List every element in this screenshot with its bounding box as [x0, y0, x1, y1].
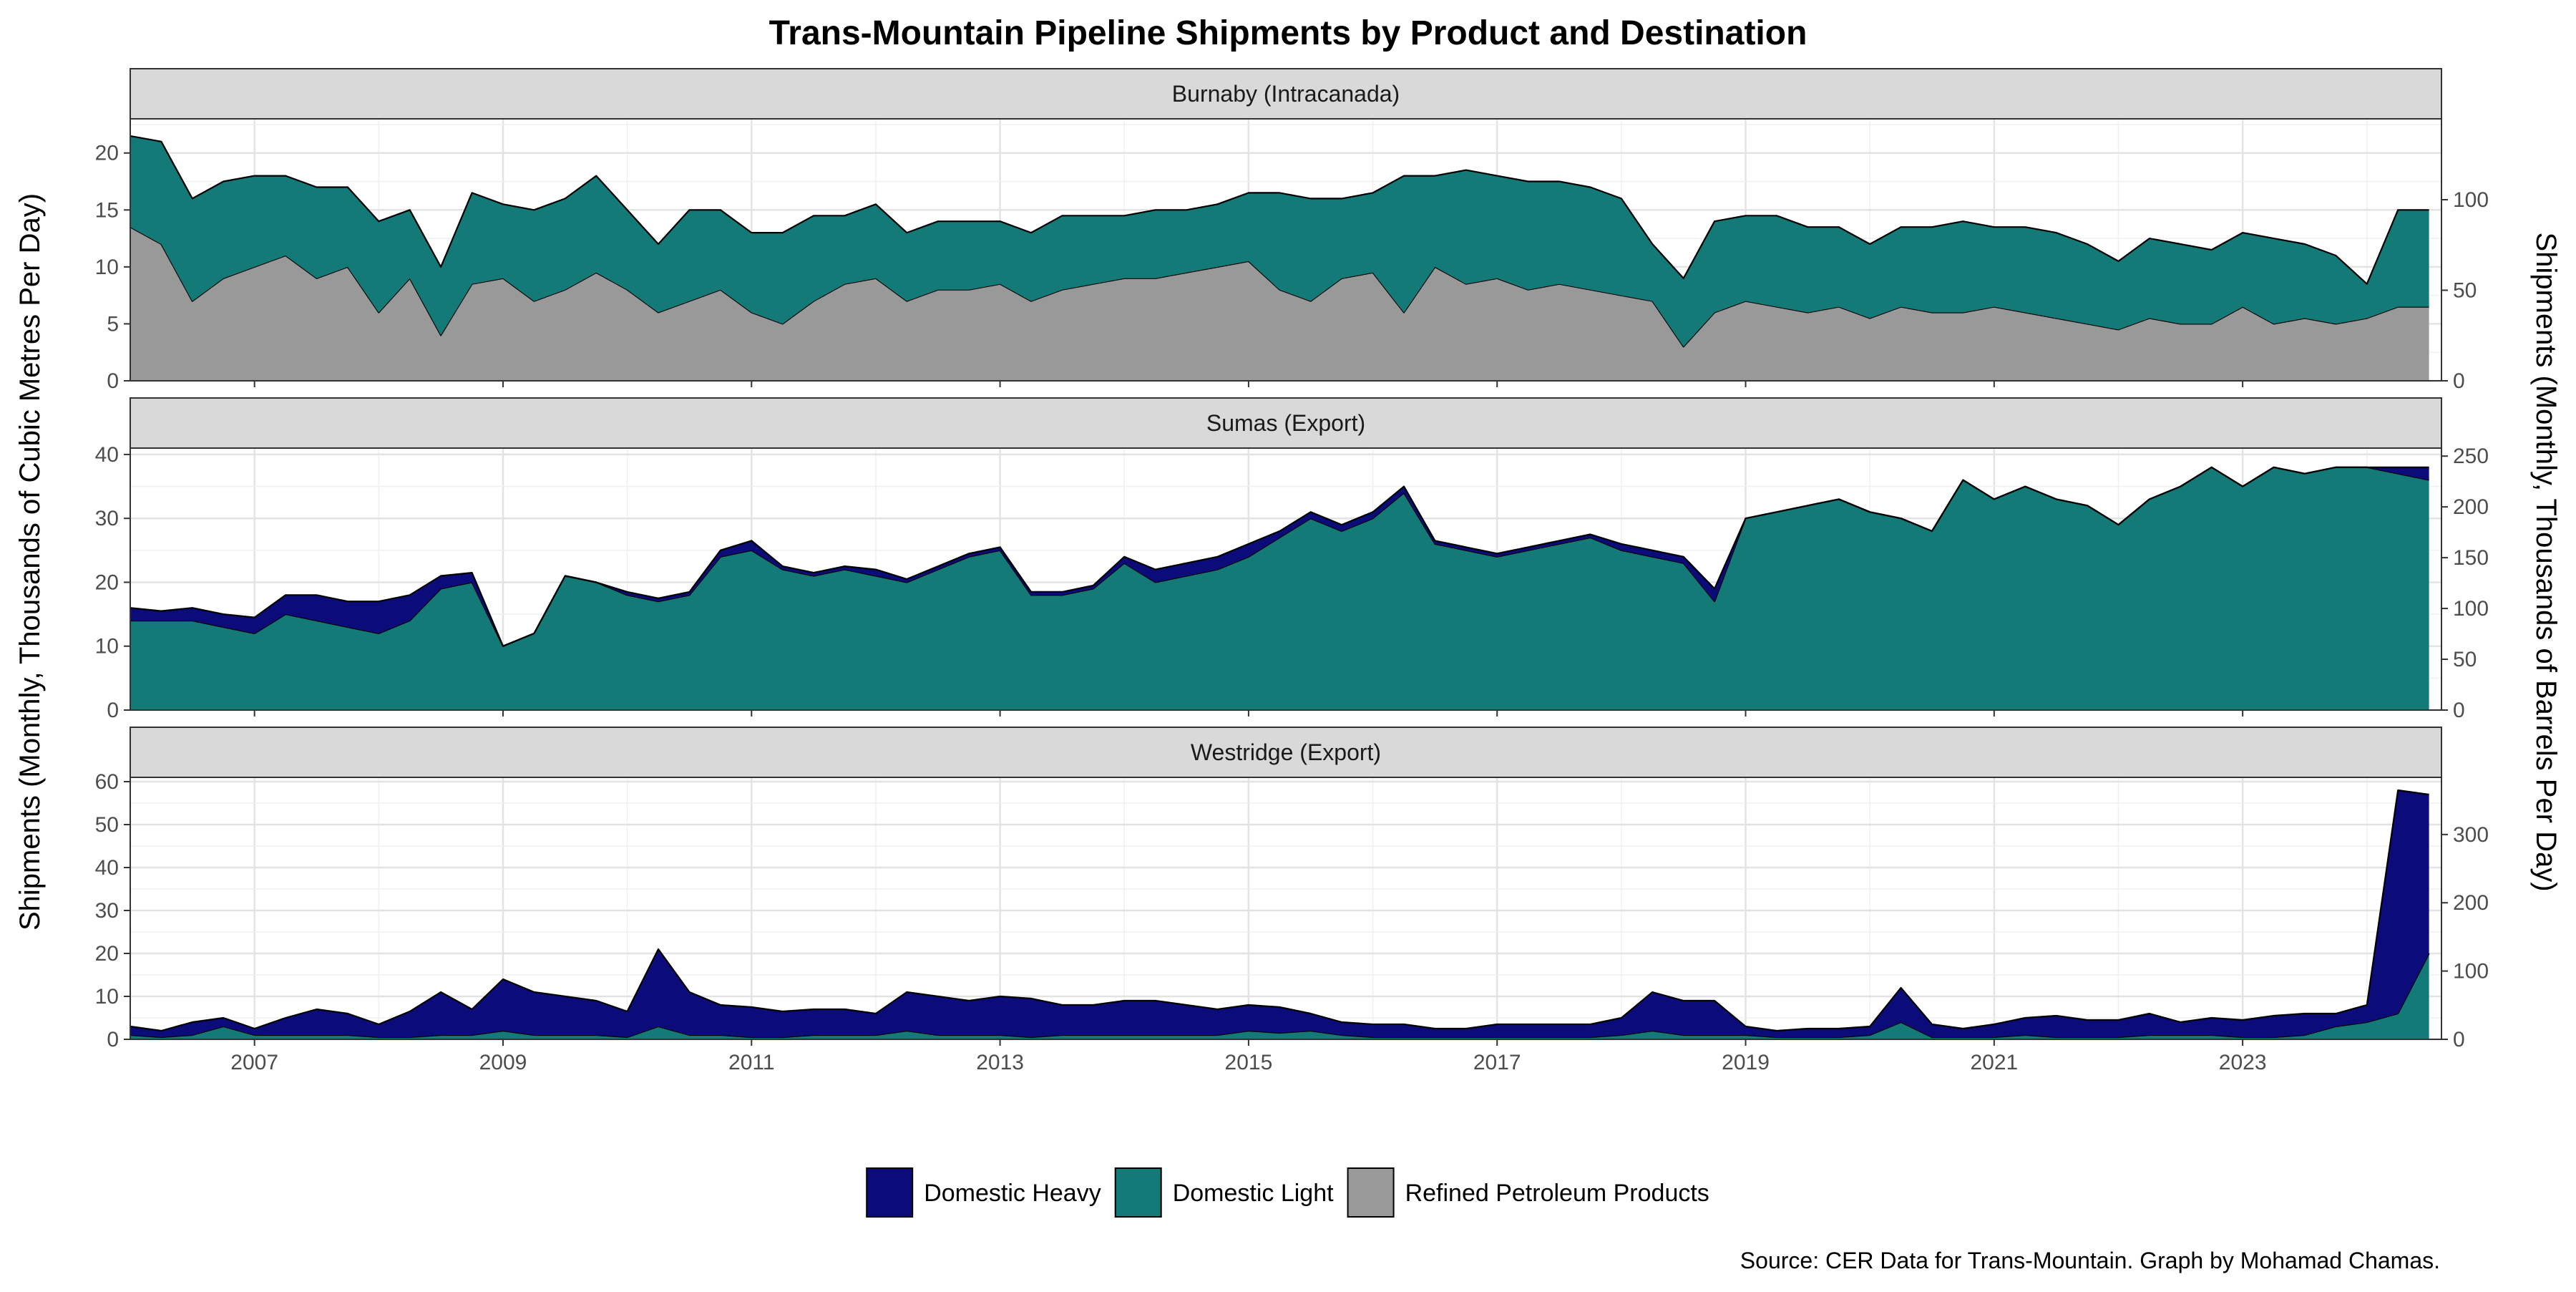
x-tick-label: 2021: [1970, 1051, 2018, 1074]
x-tick-label: 2017: [1473, 1051, 1521, 1074]
y-tick-label: 10: [95, 635, 119, 659]
caption: Source: CER Data for Trans-Mountain. Gra…: [1740, 1248, 2440, 1273]
area-domestic-light: [130, 467, 2429, 710]
panel-3: Westridge (Export) 0 10 20 30 40 50 60 0 100 200 30…: [95, 727, 2489, 1074]
y-tick-label: 50: [95, 813, 119, 837]
y-tick-label: 15: [95, 198, 119, 222]
area-outline: [130, 466, 2429, 647]
y2-tick-label: 0: [2453, 699, 2465, 722]
panel-1: Burnaby (Intracanada) 0 5 10 15 20 0 50 100: [95, 68, 2489, 393]
x-tick-label: 2015: [1225, 1051, 1273, 1074]
area-outline: [130, 789, 2429, 1032]
chart-title: Trans-Mountain Pipeline Shipments by Pro…: [769, 14, 1807, 52]
legend-item: Domestic Light: [1114, 1167, 1334, 1218]
y-tick-label: 0: [107, 369, 119, 393]
legend: Domestic Heavy Domestic Light Refined Petr…: [866, 1167, 1709, 1218]
legend-key: [1114, 1167, 1162, 1218]
y-axis-title-right: Shipments (Monthly, Thousands of Barrels…: [2530, 232, 2562, 891]
legend-label: Domestic Heavy: [924, 1180, 1101, 1207]
x-tick-label: 2019: [1722, 1051, 1770, 1074]
y-tick-label: 40: [95, 443, 119, 467]
facet-label: Sumas (Export): [1206, 410, 1365, 436]
panel-border: [130, 447, 2442, 711]
y2-tick-label: 100: [2453, 597, 2489, 621]
y-tick-label: 30: [95, 899, 119, 923]
y2-tick-label: 200: [2453, 495, 2489, 519]
y-tick-label: 40: [95, 856, 119, 880]
y-tick-label: 20: [95, 942, 119, 966]
legend-key: [866, 1167, 914, 1218]
y-tick-label: 10: [95, 256, 119, 279]
area-domestic-light: [130, 135, 2429, 347]
y-tick-label: 0: [107, 1028, 119, 1051]
y2-tick-label: 100: [2453, 188, 2489, 212]
legend-item: Refined Petroleum Products: [1347, 1167, 1709, 1218]
y-tick-label: 10: [95, 985, 119, 1009]
y2-tick-label: 200: [2453, 891, 2489, 915]
x-tick-label: 2011: [728, 1051, 775, 1074]
y2-tick-label: 50: [2453, 648, 2477, 671]
x-tick-label: 2007: [230, 1051, 278, 1074]
y-tick-label: 20: [95, 142, 119, 165]
plot-background: [130, 777, 2441, 1039]
y2-tick-label: 50: [2453, 279, 2477, 303]
y-tick-label: 0: [107, 699, 119, 722]
legend-key: [1347, 1167, 1395, 1218]
x-tick-label: 2023: [2219, 1051, 2267, 1074]
y-tick-label: 60: [95, 770, 119, 794]
y-tick-label: 30: [95, 507, 119, 530]
panel-border: [130, 118, 2442, 382]
panel-border: [130, 777, 2442, 1040]
y2-tick-label: 300: [2453, 823, 2489, 847]
y2-tick-label: 100: [2453, 960, 2489, 983]
y-tick-label: 5: [107, 312, 119, 336]
panel-2: Sumas (Export) 0 10 20 30 40 0 50 100 150 200 250: [95, 397, 2489, 722]
panels-layer: Burnaby (Intracanada)05101520050100Sumas…: [95, 68, 2489, 1074]
legend-label: Refined Petroleum Products: [1405, 1180, 1709, 1207]
area-domestic-heavy: [130, 467, 2429, 646]
y2-tick-label: 0: [2453, 369, 2465, 393]
facet-label: Westridge (Export): [1191, 739, 1381, 765]
area-outline: [130, 135, 2429, 285]
x-tick-label: 2009: [479, 1051, 527, 1074]
facet-label: Burnaby (Intracanada): [1172, 81, 1400, 107]
y2-tick-label: 250: [2453, 445, 2489, 468]
legend-label: Domestic Light: [1173, 1180, 1334, 1207]
x-tick-label: 2013: [976, 1051, 1024, 1074]
facet-strip: [130, 68, 2442, 120]
y-axis-title-left: Shipments (Monthly, Thousands of Cubic M…: [14, 193, 46, 931]
facet-strip: [130, 397, 2442, 449]
y-tick-label: 20: [95, 570, 119, 594]
y2-tick-label: 150: [2453, 546, 2489, 570]
legend-item: Domestic Heavy: [866, 1167, 1101, 1218]
y2-tick-label: 0: [2453, 1028, 2465, 1051]
area-refined-petroleum-products: [130, 227, 2429, 381]
